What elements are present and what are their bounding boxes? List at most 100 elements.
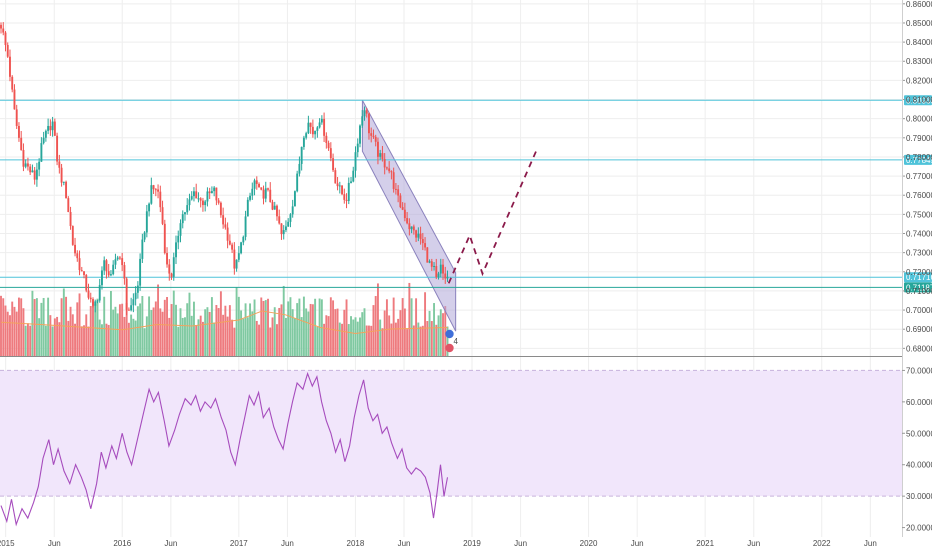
volume-bar	[289, 297, 292, 356]
candle-body	[17, 125, 20, 138]
volume-bar	[235, 287, 238, 356]
projection-path[interactable]	[447, 150, 537, 284]
volume-bar	[109, 290, 112, 356]
oscillator-panel[interactable]	[0, 369, 902, 527]
volume-bar	[163, 299, 166, 356]
volume-bar	[127, 322, 130, 356]
volume-moving-average	[0, 310, 448, 335]
candle-body	[435, 266, 438, 278]
candle-body	[150, 185, 153, 204]
descending-channel[interactable]	[361, 100, 457, 332]
volume-bar	[401, 298, 404, 356]
volume-bar	[390, 323, 393, 356]
volume-bar	[152, 307, 155, 356]
level-price-badge[interactable]	[904, 154, 932, 165]
candle-body	[168, 264, 171, 274]
volume-bar	[143, 328, 146, 356]
volume-bar	[372, 305, 375, 356]
candle-body	[316, 127, 319, 131]
candle-body	[388, 168, 391, 172]
candle-body	[399, 195, 402, 208]
oscillator-line[interactable]	[0, 371, 449, 527]
level-price-label: 0.71187	[906, 283, 932, 292]
candle-body	[83, 271, 85, 275]
volume-bar	[161, 311, 164, 356]
volume-bar	[359, 317, 361, 356]
volume-bar	[177, 326, 180, 356]
time-tick-label: Jun	[281, 539, 294, 548]
volume-bar	[170, 304, 173, 356]
candle-body	[44, 130, 47, 138]
event-markers[interactable]: 4	[445, 329, 459, 353]
volume-bar	[107, 324, 110, 356]
volume-bar	[408, 282, 411, 356]
candle-body	[26, 163, 29, 167]
volume-bar	[215, 304, 218, 356]
volume-bar	[392, 297, 395, 356]
candle-body	[105, 260, 108, 272]
volume-bar	[305, 308, 308, 356]
volume-bar	[17, 297, 20, 356]
volume-bar	[87, 326, 90, 356]
flag-circle	[445, 329, 454, 339]
volume-bar	[237, 296, 240, 356]
candle-body	[298, 163, 301, 174]
candle-body	[228, 240, 231, 245]
volume-bar	[231, 319, 234, 356]
candle-body	[343, 194, 346, 200]
earnings-flag-icon[interactable]	[445, 329, 454, 353]
volume-bar	[26, 323, 29, 356]
time-tick-label: 2015	[0, 539, 15, 548]
volume-bar	[69, 306, 72, 356]
candle-body	[217, 200, 220, 203]
candle-body	[136, 285, 139, 293]
candle-body	[114, 259, 117, 265]
volume-bar	[302, 296, 305, 356]
candle-body	[15, 109, 18, 126]
candle-body	[323, 118, 326, 136]
candle-body	[195, 191, 198, 199]
projection-dashed-line[interactable]	[447, 150, 537, 284]
volume-bar	[159, 308, 162, 356]
candle-body	[98, 285, 101, 301]
volume-bar	[134, 320, 137, 356]
level-price-badge[interactable]	[904, 95, 932, 106]
candle-body	[215, 187, 218, 201]
candle-body	[350, 181, 352, 183]
candle-body	[334, 170, 337, 184]
volume-bar	[4, 305, 7, 356]
candle-body	[42, 137, 45, 144]
candle-body	[208, 191, 211, 194]
volume-bar	[139, 303, 142, 356]
candle-body	[430, 261, 433, 267]
candle-body	[130, 305, 133, 311]
level-price-badge[interactable]	[904, 282, 932, 293]
candle-body	[332, 158, 335, 171]
volume-bar	[31, 290, 34, 356]
candle-body	[109, 274, 112, 276]
volume-bar	[179, 308, 182, 356]
level-price-badge[interactable]	[904, 272, 932, 283]
time-axis[interactable]: 2015 Jun 2016 Jun 2017 Jun 2018 Jun 2019 Jun 2020 J…	[0, 539, 877, 548]
candle-body	[370, 133, 373, 136]
candle-body	[80, 270, 83, 272]
volume-bar	[74, 323, 76, 356]
volume-bars	[0, 282, 449, 356]
channel-band[interactable]	[361, 100, 457, 332]
volume-bar	[157, 284, 160, 356]
volume-bar	[251, 311, 254, 356]
candle-body	[76, 253, 79, 259]
